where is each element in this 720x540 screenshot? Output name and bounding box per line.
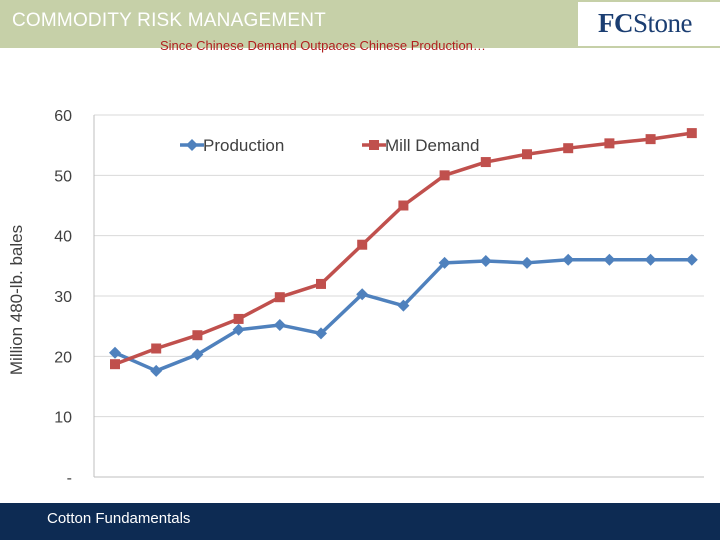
series-mill-demand — [110, 128, 697, 370]
data-point — [604, 138, 615, 149]
y-tick-label: 40 — [54, 229, 72, 246]
y-tick-label: 50 — [54, 168, 72, 185]
data-point — [644, 253, 657, 266]
data-point — [480, 157, 491, 168]
logo-wordmark: FCStone — [598, 8, 693, 39]
y-tick-label: - — [67, 470, 72, 487]
y-tick-label: 20 — [54, 349, 72, 366]
data-point — [274, 292, 285, 303]
y-tick-label: 10 — [54, 410, 72, 427]
data-point — [356, 288, 369, 301]
header-title: COMMODITY RISK MANAGEMENT — [12, 10, 326, 31]
data-point — [316, 278, 326, 289]
series-line — [114, 131, 693, 366]
data-point — [397, 299, 410, 312]
data-point — [233, 313, 244, 324]
data-point — [603, 253, 616, 266]
legend-label: Production — [203, 136, 284, 155]
data-point — [192, 330, 203, 341]
y-tick-label: 30 — [54, 289, 72, 306]
data-point — [439, 170, 450, 181]
data-point — [645, 134, 656, 145]
data-point — [522, 149, 532, 160]
data-point — [562, 253, 575, 266]
legend: Production Mill Demand — [180, 136, 479, 155]
data-point — [151, 343, 162, 354]
data-point — [232, 323, 245, 336]
data-point — [273, 318, 286, 331]
data-point — [109, 346, 121, 359]
data-point — [315, 327, 327, 340]
data-point — [398, 200, 409, 211]
logo-fc: FC — [598, 8, 634, 38]
axes — [93, 115, 704, 478]
data-point — [150, 364, 163, 377]
data-point — [438, 256, 451, 269]
legend-item: Production — [180, 136, 284, 155]
legend-marker — [186, 139, 198, 151]
legend-label: Mill Demand — [385, 136, 479, 155]
y-tick-labels: - 10 20 30 40 50 60 — [54, 108, 72, 487]
data-point — [521, 256, 533, 269]
chart-subtitle: Since Chinese Demand Outpaces Chinese Pr… — [160, 38, 486, 53]
y-tick-label: 60 — [54, 108, 72, 125]
gridlines — [94, 114, 704, 418]
footer-band — [0, 503, 720, 540]
legend-marker — [369, 140, 379, 150]
legend-item: Mill Demand — [362, 136, 479, 155]
data-point — [357, 239, 368, 250]
data-point — [685, 253, 698, 266]
fcstone-logo: FCStone — [578, 2, 720, 46]
data-point — [479, 255, 492, 268]
y-axis-label: Million 480-lb. bales — [7, 225, 26, 375]
data-point — [563, 143, 574, 154]
data-point — [110, 359, 120, 370]
footer-title: Cotton Fundamentals — [47, 510, 191, 527]
data-point — [191, 348, 204, 361]
series-production — [109, 253, 698, 377]
logo-stone: Stone — [633, 8, 693, 38]
series-group — [109, 128, 698, 377]
data-point — [686, 128, 697, 139]
